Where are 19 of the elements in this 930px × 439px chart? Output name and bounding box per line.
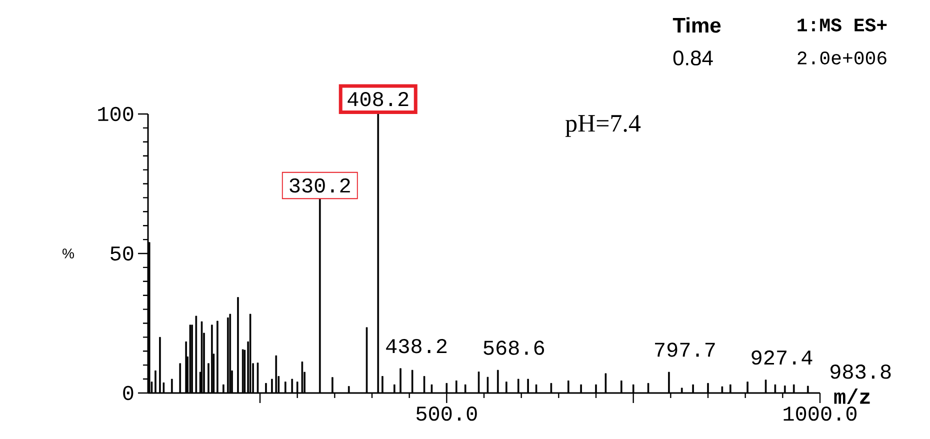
text: 1:MS ES+ — [798, 18, 887, 32]
text: 2.0e+006 — [798, 52, 886, 64]
annotation: 408.2 — [348, 92, 408, 106]
y-axis-title: % — [62, 248, 74, 258]
annotation: 568.6 — [484, 340, 544, 355]
annotation: 927.4 — [752, 350, 812, 365]
y-tick-label: 50 — [110, 246, 134, 261]
y-tick-label: 0 — [123, 386, 134, 400]
x-axis-title: m/z — [834, 388, 870, 404]
x-tick-label: 1000.0 — [784, 406, 856, 421]
y-tick-label: 100 — [98, 106, 134, 122]
x-tick-label: 500.0 — [416, 406, 477, 421]
annotation: 330.2 — [290, 178, 350, 193]
text: 0.84 — [673, 50, 713, 66]
annotation: 438.2 — [386, 338, 447, 354]
text: Time — [672, 17, 721, 33]
annotation: pH=7.4 — [565, 115, 641, 137]
annotation: 983.8 — [830, 364, 891, 379]
annotation: 797.7 — [655, 342, 715, 357]
